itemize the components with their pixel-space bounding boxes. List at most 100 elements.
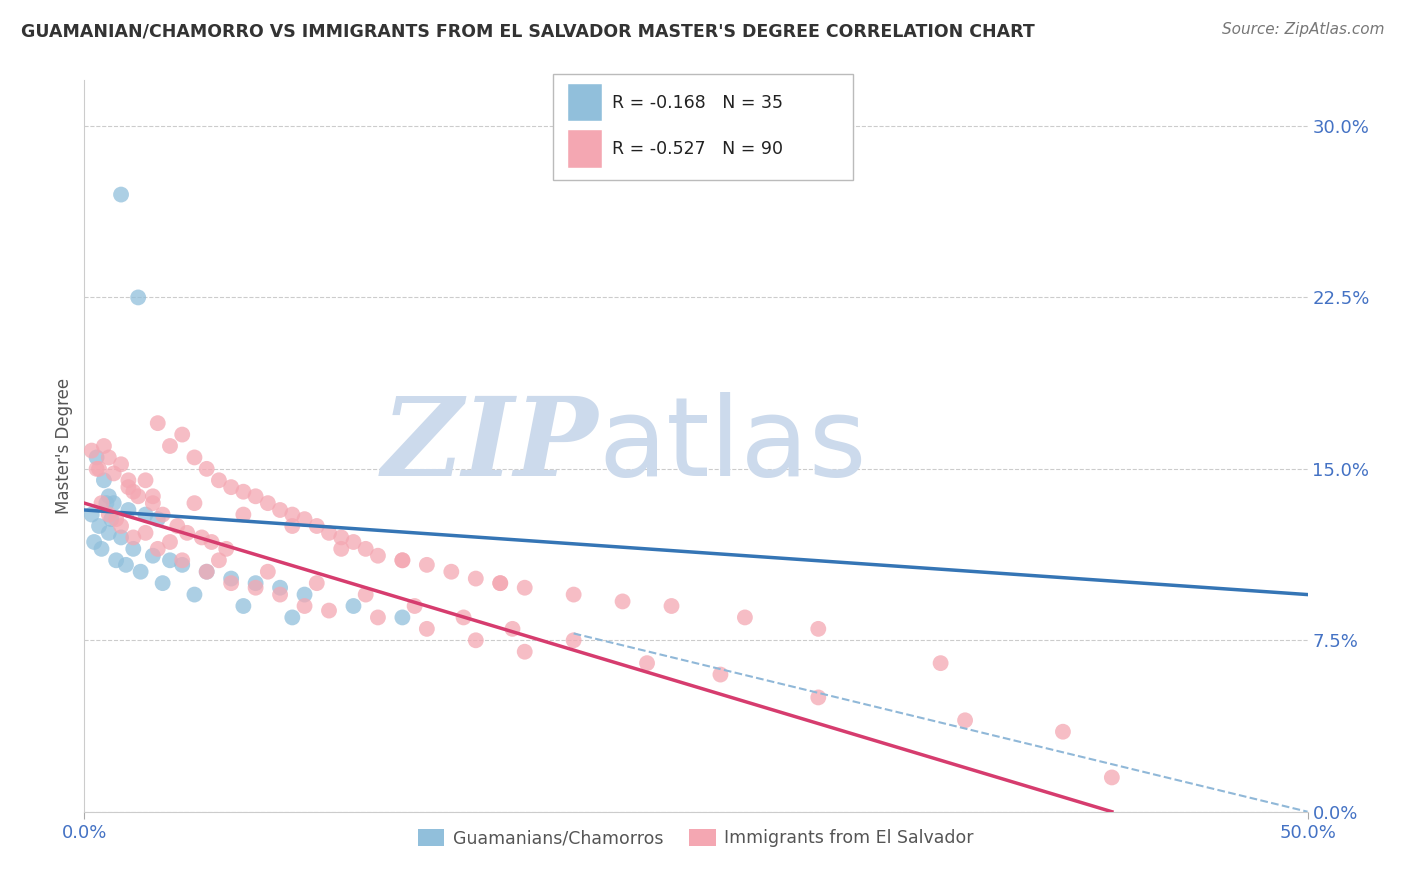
Point xyxy=(513,581,536,595)
Point xyxy=(232,508,254,522)
Point xyxy=(269,581,291,595)
Point xyxy=(636,656,658,670)
Point xyxy=(489,576,512,591)
Point xyxy=(159,535,181,549)
Point xyxy=(734,610,756,624)
Point xyxy=(110,457,132,471)
Text: ZIP: ZIP xyxy=(381,392,598,500)
Point xyxy=(294,599,316,613)
Point xyxy=(103,467,125,481)
Point xyxy=(159,439,181,453)
Point xyxy=(115,558,138,572)
Point xyxy=(440,565,463,579)
Point xyxy=(215,541,238,556)
Point xyxy=(367,610,389,624)
Point xyxy=(219,480,242,494)
Point xyxy=(513,645,536,659)
Text: atlas: atlas xyxy=(598,392,866,500)
Point xyxy=(342,599,364,613)
Point xyxy=(93,473,115,487)
Point xyxy=(172,558,194,572)
Y-axis label: Master's Degree: Master's Degree xyxy=(55,378,73,514)
Point xyxy=(110,519,132,533)
Point xyxy=(195,565,218,579)
Point xyxy=(367,549,389,563)
Point xyxy=(83,535,105,549)
Point xyxy=(90,541,112,556)
Point xyxy=(562,588,585,602)
Point xyxy=(281,508,304,522)
Point xyxy=(416,622,439,636)
Point xyxy=(257,565,280,579)
Point xyxy=(195,462,218,476)
Point xyxy=(152,576,174,591)
Point xyxy=(245,489,267,503)
Point xyxy=(929,656,952,670)
Point xyxy=(807,622,830,636)
Point xyxy=(305,576,328,591)
Point xyxy=(416,558,439,572)
Point xyxy=(117,480,139,494)
Point xyxy=(97,508,120,522)
Point xyxy=(105,512,128,526)
Point xyxy=(146,512,169,526)
Point xyxy=(122,484,145,499)
Point xyxy=(1052,724,1074,739)
Point xyxy=(269,588,291,602)
Point xyxy=(391,553,413,567)
Point xyxy=(135,525,157,540)
Point xyxy=(391,610,413,624)
Point xyxy=(294,512,316,526)
Point xyxy=(191,530,214,544)
Point xyxy=(86,462,108,476)
Point xyxy=(245,581,267,595)
Point xyxy=(135,508,157,522)
Point xyxy=(176,525,198,540)
Point xyxy=(354,588,377,602)
Point xyxy=(219,572,242,586)
Point xyxy=(117,503,139,517)
Point xyxy=(318,603,340,617)
Point xyxy=(269,503,291,517)
Point xyxy=(146,541,169,556)
Point xyxy=(208,473,231,487)
Point xyxy=(142,496,165,510)
Point xyxy=(110,187,132,202)
Point xyxy=(90,496,112,510)
Point xyxy=(342,535,364,549)
Point xyxy=(245,576,267,591)
Point xyxy=(172,553,194,567)
Point xyxy=(200,535,222,549)
Text: R = -0.527   N = 90: R = -0.527 N = 90 xyxy=(612,140,783,158)
Point xyxy=(100,512,122,526)
Legend: Guamanians/Chamorros, Immigrants from El Salvador: Guamanians/Chamorros, Immigrants from El… xyxy=(412,822,980,855)
Point xyxy=(159,553,181,567)
Point xyxy=(404,599,426,613)
Point xyxy=(142,489,165,503)
Point xyxy=(195,565,218,579)
Point xyxy=(97,450,120,465)
Point xyxy=(135,473,157,487)
Point xyxy=(318,525,340,540)
Point xyxy=(87,519,110,533)
Text: R = -0.168   N = 35: R = -0.168 N = 35 xyxy=(612,94,783,112)
Point xyxy=(146,416,169,430)
Point xyxy=(97,525,120,540)
Point xyxy=(93,439,115,453)
Point xyxy=(129,565,152,579)
Point xyxy=(122,530,145,544)
Point xyxy=(80,443,103,458)
Point xyxy=(661,599,683,613)
Point xyxy=(183,450,205,465)
Point xyxy=(96,496,118,510)
Point xyxy=(232,599,254,613)
Point xyxy=(122,541,145,556)
Point xyxy=(110,530,132,544)
Point xyxy=(281,519,304,533)
Point xyxy=(183,496,205,510)
Point xyxy=(464,633,486,648)
Point xyxy=(105,553,128,567)
Point xyxy=(127,290,149,304)
Point xyxy=(232,484,254,499)
Point xyxy=(612,594,634,608)
